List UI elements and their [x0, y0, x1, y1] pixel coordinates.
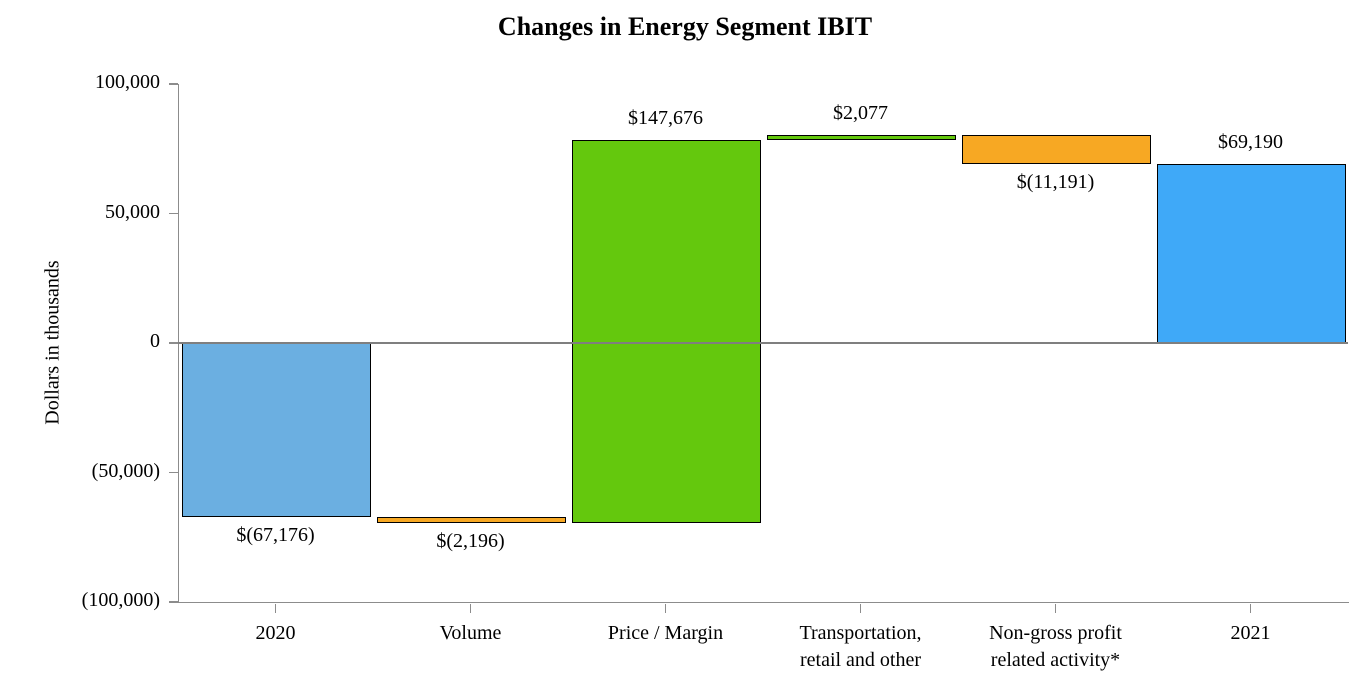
- y-axis-tick-label: (50,000): [91, 459, 160, 482]
- x-axis-category-label-line: Price / Margin: [607, 622, 724, 644]
- bar-2020: [182, 343, 371, 517]
- x-axis-category-label: Transportation, retail and other: [761, 620, 961, 674]
- chart-title: Changes in Energy Segment IBIT: [497, 12, 873, 41]
- x-axis-category-label: Non-gross profit related activity*: [956, 620, 1156, 674]
- value-label: $2,077: [833, 101, 888, 124]
- y-axis-tick-label: 50,000: [105, 200, 160, 223]
- value-label: $(11,191): [1016, 170, 1095, 193]
- y-axis-tick: [169, 601, 178, 603]
- x-axis-category-label-line: related activity*: [990, 649, 1121, 671]
- x-axis-category-label: 2020: [176, 620, 376, 647]
- y-axis-tick: [169, 212, 178, 215]
- zero-line: [178, 342, 1348, 344]
- value-label: $(67,176): [236, 523, 315, 546]
- x-axis-category-label: Price / Margin: [566, 620, 766, 647]
- y-axis-tick-label: (100,000): [81, 589, 160, 611]
- value-label: $69,190: [1218, 130, 1283, 153]
- x-axis-category-label-line: 2020: [255, 622, 296, 644]
- value-label: $(2,196): [436, 529, 505, 552]
- bar-volume: [377, 516, 566, 523]
- y-axis-tick: [169, 83, 178, 85]
- y-axis-tick-label: 0: [150, 330, 160, 352]
- bar-2021: [1157, 163, 1346, 343]
- x-axis-tick: [859, 603, 862, 613]
- x-axis-tick: [1249, 603, 1252, 613]
- y-axis-tick: [169, 471, 178, 474]
- bar-price-margin: [572, 140, 761, 523]
- x-axis-category-label: 2021: [1151, 620, 1351, 647]
- bar-transportation: [767, 134, 956, 141]
- x-axis-tick: [1054, 603, 1057, 613]
- y-axis-tick-label: 100,000: [95, 71, 160, 93]
- x-axis-category-label-line: Transportation,: [799, 622, 922, 644]
- x-axis-category-label: Volume: [371, 620, 571, 647]
- x-axis-tick: [274, 603, 277, 613]
- plot-area: [178, 84, 1349, 603]
- y-axis-tick: [169, 342, 178, 344]
- x-axis-category-label-line: 2021: [1230, 622, 1271, 644]
- x-axis-tick: [664, 603, 667, 613]
- x-axis-category-label-line: retail and other: [799, 649, 922, 671]
- bar-non-gross-profit: [962, 134, 1151, 164]
- value-label: $147,676: [628, 107, 703, 130]
- x-axis-category-label-line: Non-gross profit: [989, 622, 1122, 644]
- x-axis-tick: [469, 603, 472, 613]
- x-axis-category-label-line: Volume: [439, 622, 502, 644]
